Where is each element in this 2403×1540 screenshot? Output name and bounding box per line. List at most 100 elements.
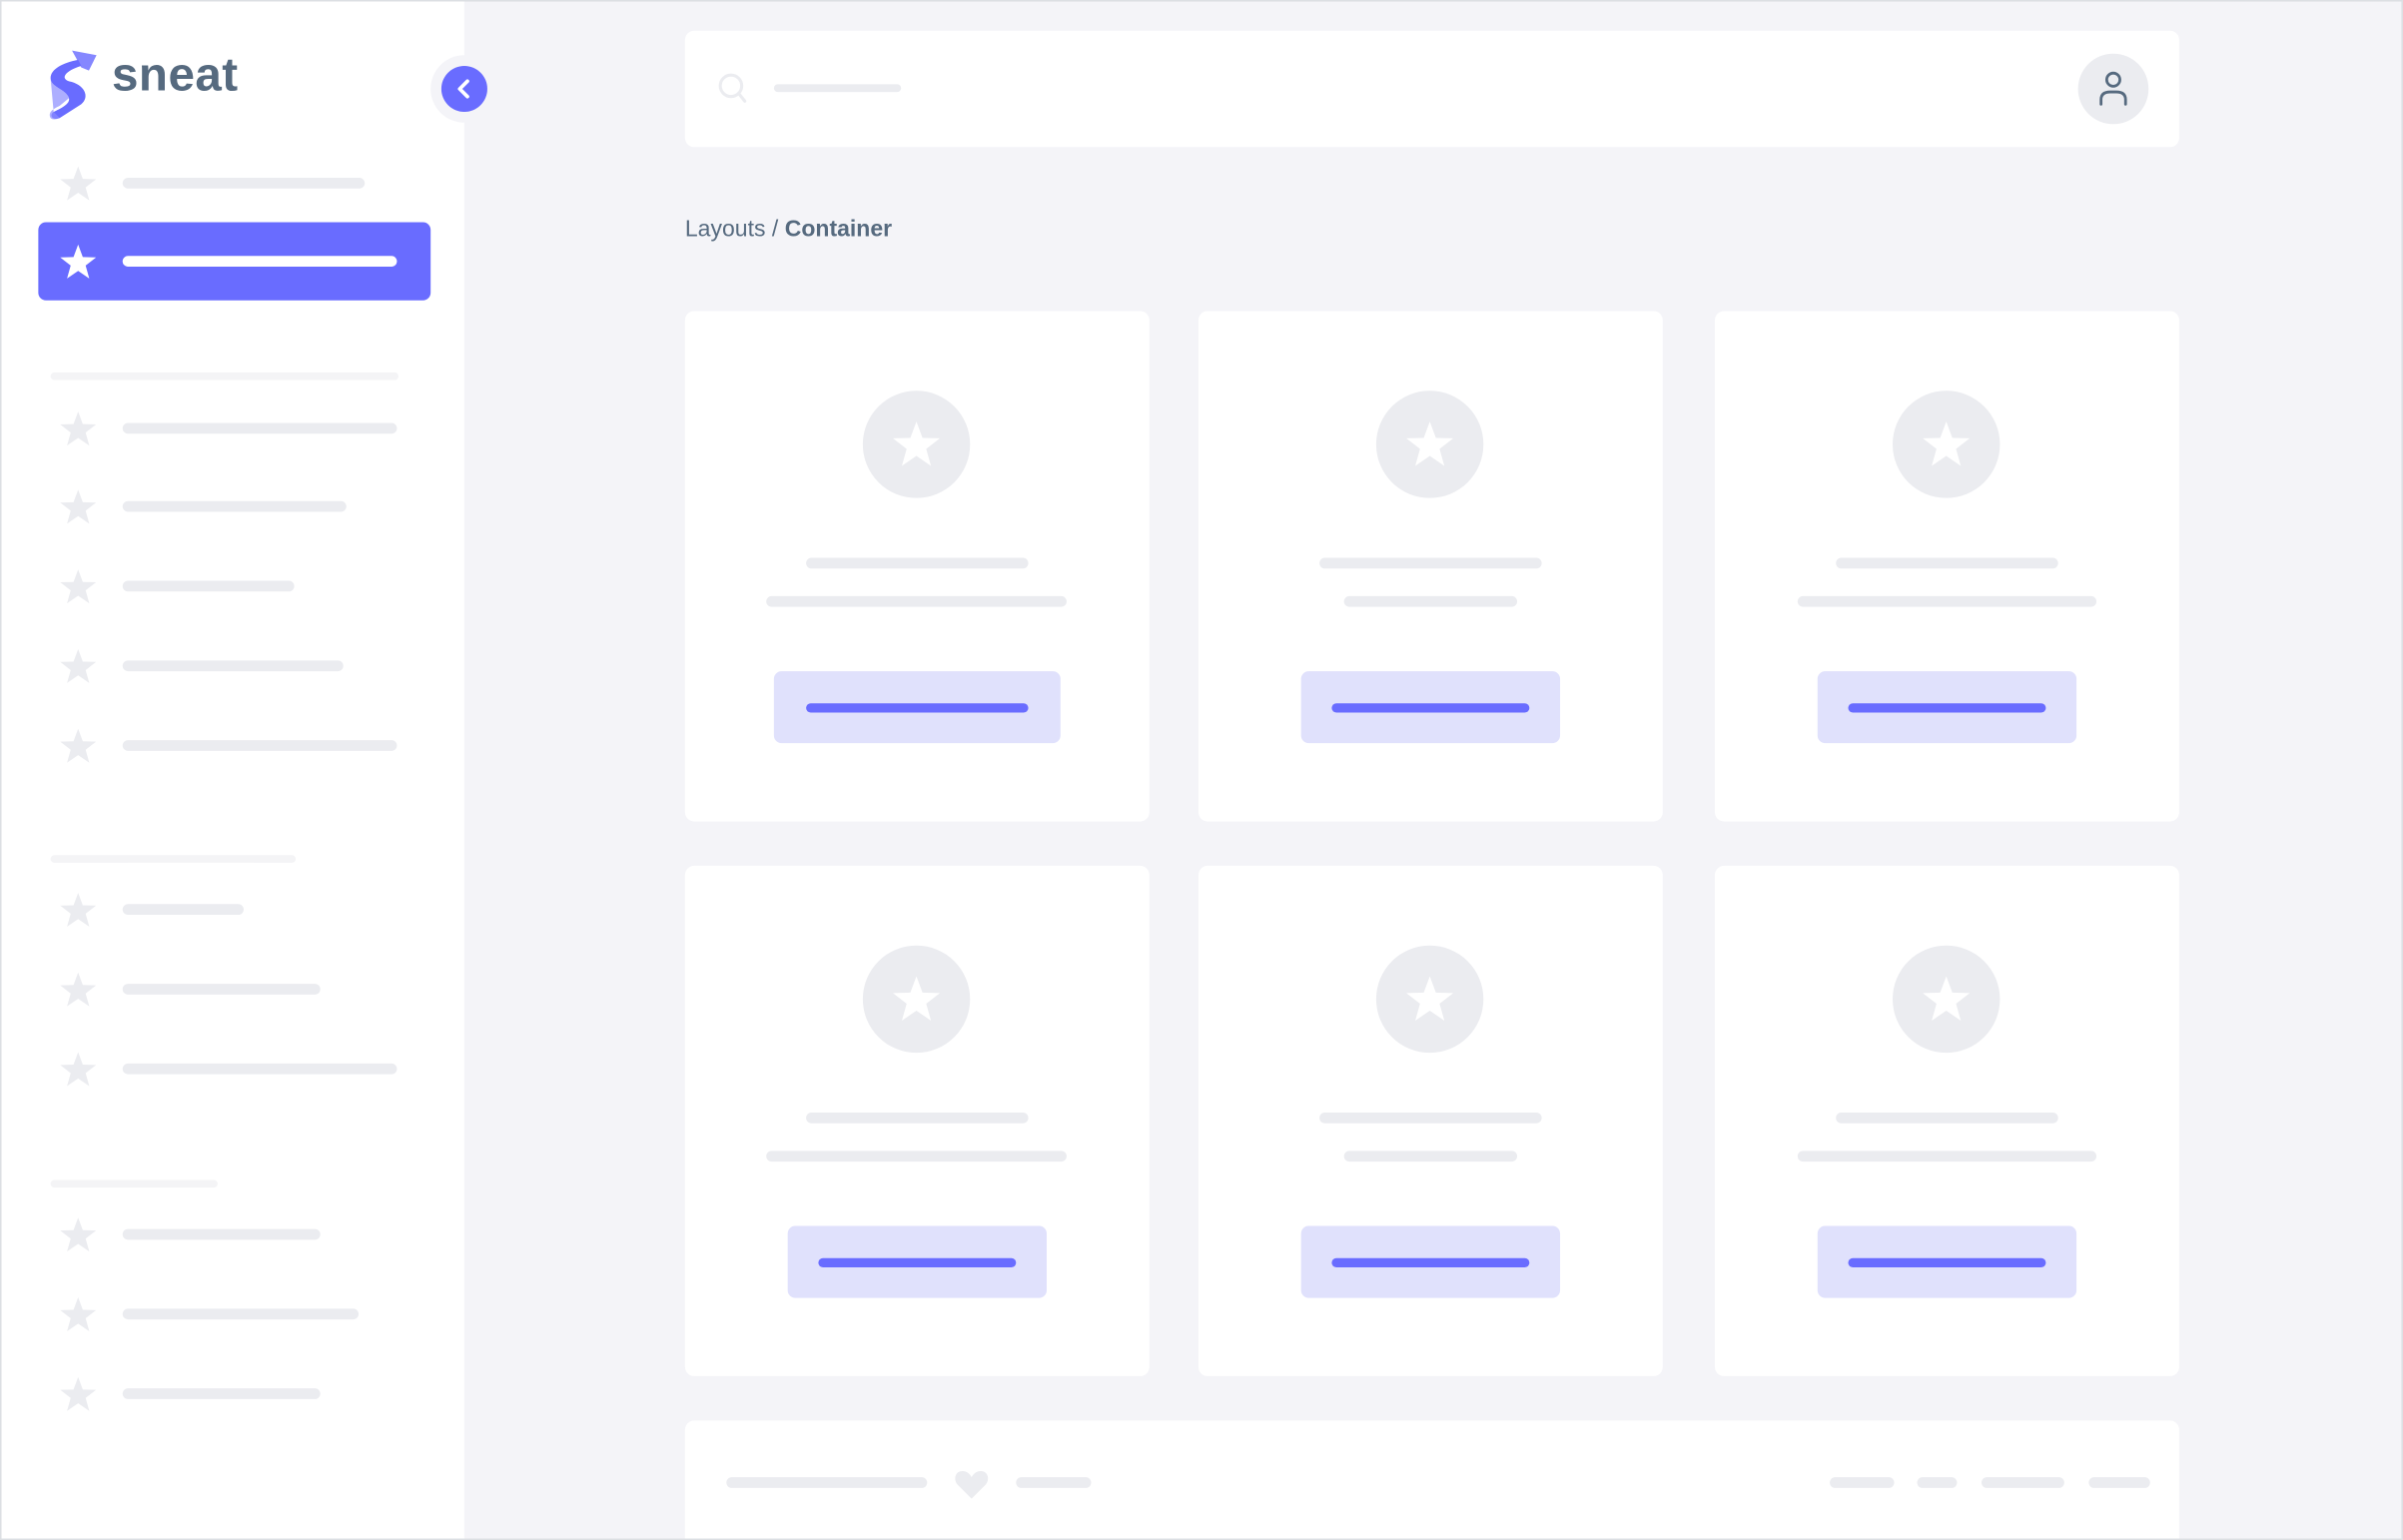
star-icon [893, 976, 941, 1021]
sidebar-item[interactable] [38, 398, 430, 459]
star-icon [58, 1050, 98, 1090]
card-text-placeholder [1797, 1151, 2097, 1162]
sidebar-item[interactable] [38, 636, 430, 697]
user-avatar[interactable] [2077, 53, 2149, 125]
footer-link[interactable] [1981, 1477, 2064, 1488]
card-action-button[interactable] [1817, 1225, 2077, 1298]
content-card [1714, 865, 2179, 1376]
breadcrumb-current: Container [784, 216, 893, 243]
content-card [1198, 865, 1663, 1376]
content-card [1714, 311, 2179, 822]
star-icon [58, 647, 98, 687]
sidebar-item-label-placeholder [122, 580, 295, 592]
search-input[interactable] [773, 84, 902, 93]
sidebar-item-label-placeholder [122, 1388, 321, 1399]
card-button-label-placeholder [806, 703, 1029, 713]
card-avatar [1892, 945, 2001, 1054]
star-icon [58, 1295, 98, 1335]
footer [684, 1420, 2179, 1539]
card-button-label-placeholder [818, 1257, 1017, 1267]
sidebar-item[interactable] [38, 1039, 430, 1100]
sidebar-item[interactable] [38, 153, 430, 214]
sidebar-item[interactable] [38, 476, 430, 537]
card-avatar [862, 945, 971, 1054]
sidebar-item-label-placeholder [122, 256, 398, 267]
star-icon [58, 164, 98, 204]
star-icon [1406, 976, 1454, 1021]
card-avatar [1375, 945, 1484, 1054]
top-navbar [684, 30, 2179, 148]
card-text-placeholder [766, 1151, 1067, 1162]
sidebar-item[interactable] [38, 716, 430, 777]
star-icon [58, 1374, 98, 1414]
card-text-placeholder [1343, 1151, 1518, 1162]
footer-author-link[interactable] [1016, 1477, 1092, 1488]
card-avatar [1892, 390, 2001, 498]
sidebar-item-label-placeholder [122, 1063, 398, 1075]
sidebar-item-label-placeholder [122, 984, 321, 995]
card-action-button[interactable] [1300, 1225, 1561, 1298]
sidebar: sneat [1, 1, 498, 1539]
card-action-button[interactable] [787, 1225, 1047, 1298]
content-card [1198, 311, 1663, 822]
star-icon [58, 890, 98, 930]
footer-link[interactable] [1917, 1477, 1958, 1488]
card-title-placeholder [806, 1112, 1029, 1124]
sidebar-item-label-placeholder [122, 740, 398, 751]
sidebar-item-label-placeholder [122, 1308, 360, 1320]
logo-text: sneat [112, 47, 239, 102]
sidebar-item[interactable] [38, 880, 430, 941]
sidebar-item[interactable] [38, 1204, 430, 1265]
star-icon [893, 421, 941, 466]
sidebar-item-label-placeholder [122, 1228, 321, 1240]
sidebar-item-label-placeholder [122, 500, 347, 512]
card-text-placeholder [766, 595, 1067, 607]
sidebar-item[interactable] [38, 556, 430, 617]
sidebar-section-header [50, 855, 297, 863]
sidebar-item-label-placeholder [122, 177, 366, 189]
sidebar-item[interactable] [38, 1364, 430, 1425]
card-text-placeholder [1797, 595, 2097, 607]
card-button-label-placeholder [1848, 703, 2046, 713]
card-action-button[interactable] [773, 671, 1061, 744]
user-icon [2099, 71, 2127, 106]
sidebar-section-header [50, 1179, 218, 1188]
star-icon [1923, 976, 1971, 1021]
chevron-left-icon [457, 79, 469, 99]
sidebar-toggle-button[interactable] [430, 55, 498, 123]
card-button-label-placeholder [1331, 1257, 1530, 1267]
card-action-button[interactable] [1817, 671, 2077, 744]
star-icon [1923, 421, 1971, 466]
sidebar-item[interactable] [38, 1284, 430, 1345]
breadcrumb: Layouts / Container [685, 216, 892, 242]
sidebar-item[interactable] [38, 960, 430, 1021]
footer-link[interactable] [1830, 1477, 1895, 1488]
star-icon [58, 409, 98, 449]
star-icon [58, 726, 98, 766]
star-icon [1406, 421, 1454, 466]
heart-icon [955, 1471, 989, 1499]
search-icon[interactable] [717, 72, 748, 104]
sneat-logo-icon [49, 50, 97, 120]
star-icon [58, 487, 98, 527]
content-card [684, 865, 1150, 1376]
breadcrumb-parent[interactable]: Layouts [684, 216, 766, 243]
card-avatar [862, 390, 971, 498]
card-avatar [1375, 390, 1484, 498]
sidebar-item-label-placeholder [122, 660, 344, 672]
sidebar-item-label-placeholder [122, 904, 244, 916]
sidebar-item-active[interactable] [38, 222, 431, 301]
card-title-placeholder [1319, 557, 1542, 569]
card-action-button[interactable] [1300, 671, 1561, 744]
content-card [684, 311, 1150, 822]
star-icon [58, 242, 98, 282]
footer-copyright-placeholder [726, 1477, 928, 1488]
card-title-placeholder [806, 557, 1029, 569]
card-title-placeholder [1836, 1112, 2058, 1124]
footer-link[interactable] [2088, 1477, 2150, 1488]
star-icon [58, 1215, 98, 1255]
card-text-placeholder [1343, 595, 1518, 607]
breadcrumb-separator: / [765, 216, 785, 243]
sidebar-section-header [50, 372, 399, 381]
